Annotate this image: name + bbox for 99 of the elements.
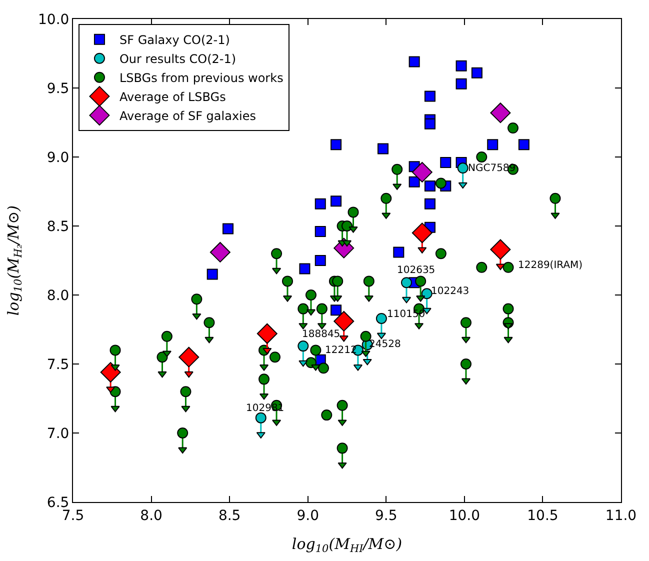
point xyxy=(299,263,310,274)
point xyxy=(342,220,352,232)
point xyxy=(316,303,328,314)
point xyxy=(314,198,326,210)
point xyxy=(380,192,392,204)
point xyxy=(360,330,372,342)
point xyxy=(401,277,412,288)
point xyxy=(180,386,192,398)
annotation: 102243 xyxy=(431,286,470,297)
point xyxy=(460,317,472,328)
point xyxy=(269,352,280,363)
point xyxy=(298,303,309,314)
point xyxy=(110,344,121,356)
point xyxy=(435,178,446,189)
x-tick-label: 9.5 xyxy=(375,508,398,524)
point xyxy=(330,139,342,150)
y-tick-label: 8.0 xyxy=(46,288,70,304)
point xyxy=(314,255,326,266)
point xyxy=(378,143,389,154)
x-tick-label: 10.5 xyxy=(527,508,558,524)
y-tick-label: 8.5 xyxy=(46,218,70,235)
point xyxy=(502,262,514,273)
point xyxy=(456,78,467,90)
point xyxy=(408,176,420,188)
point xyxy=(424,90,436,102)
point xyxy=(210,242,230,262)
point xyxy=(440,157,452,168)
y-tick-label: 9.5 xyxy=(46,80,70,97)
legend-label: SF Galaxy CO(2-1) xyxy=(119,33,230,48)
point xyxy=(421,288,432,300)
point xyxy=(412,162,432,182)
point xyxy=(332,276,344,287)
annotation: 188845 xyxy=(302,329,340,340)
point xyxy=(487,139,498,150)
point xyxy=(330,196,342,207)
point xyxy=(348,206,359,218)
point xyxy=(177,428,188,438)
point xyxy=(424,180,436,192)
point xyxy=(456,60,467,72)
point xyxy=(336,442,348,454)
point xyxy=(310,344,322,356)
point xyxy=(507,122,518,134)
point xyxy=(321,410,332,421)
point xyxy=(393,246,404,258)
point xyxy=(314,226,326,238)
point xyxy=(161,330,172,342)
point xyxy=(222,223,234,234)
point xyxy=(204,317,215,328)
point xyxy=(415,276,426,287)
point xyxy=(518,139,530,150)
point xyxy=(334,310,354,332)
point xyxy=(256,323,278,344)
point xyxy=(258,374,270,385)
point xyxy=(305,290,316,300)
x-tick-label: 10.0 xyxy=(448,508,480,524)
point xyxy=(178,346,200,368)
x-axis-title: log$_{10}$(M$_{HI}$/M⊙) xyxy=(292,534,402,555)
point xyxy=(282,276,293,287)
point xyxy=(471,67,482,78)
point xyxy=(476,152,488,162)
point xyxy=(330,304,342,316)
point xyxy=(476,262,488,273)
point xyxy=(298,340,309,352)
point xyxy=(435,248,446,260)
y-tick-label: 7.0 xyxy=(46,426,70,442)
legend-label: Our results CO(2-1) xyxy=(119,52,236,66)
point xyxy=(490,239,511,260)
point xyxy=(100,362,121,383)
point xyxy=(376,312,387,324)
legend-label: Average of LSBGs xyxy=(119,90,226,104)
point xyxy=(206,268,218,280)
annotation: 12289(IRAM) xyxy=(518,260,583,271)
point xyxy=(318,362,330,374)
point xyxy=(550,192,561,204)
x-tick-label: 11.0 xyxy=(605,508,637,524)
point xyxy=(460,358,472,370)
point xyxy=(191,294,202,305)
y-tick-label: 10.0 xyxy=(38,12,70,28)
point xyxy=(255,412,266,424)
legend-label: LSBGs from previous works xyxy=(119,71,284,86)
annotation: 102635 xyxy=(397,265,436,276)
x-tick-label: 9.0 xyxy=(296,508,319,524)
legend-label: Average of SF galaxies xyxy=(119,109,256,124)
x-tick-label: 8.5 xyxy=(218,508,241,524)
point xyxy=(424,198,436,210)
y-tick-label: 9.0 xyxy=(46,150,70,166)
point xyxy=(502,303,514,314)
point xyxy=(457,162,468,174)
point xyxy=(412,222,432,244)
point xyxy=(363,276,374,287)
point xyxy=(305,357,316,368)
point xyxy=(424,118,436,130)
point xyxy=(392,164,403,175)
y-tick-label: 7.5 xyxy=(46,356,70,373)
point xyxy=(408,56,420,68)
point xyxy=(490,102,511,124)
x-tick-label: 8.0 xyxy=(140,508,162,524)
point xyxy=(271,248,282,260)
point xyxy=(336,400,348,411)
